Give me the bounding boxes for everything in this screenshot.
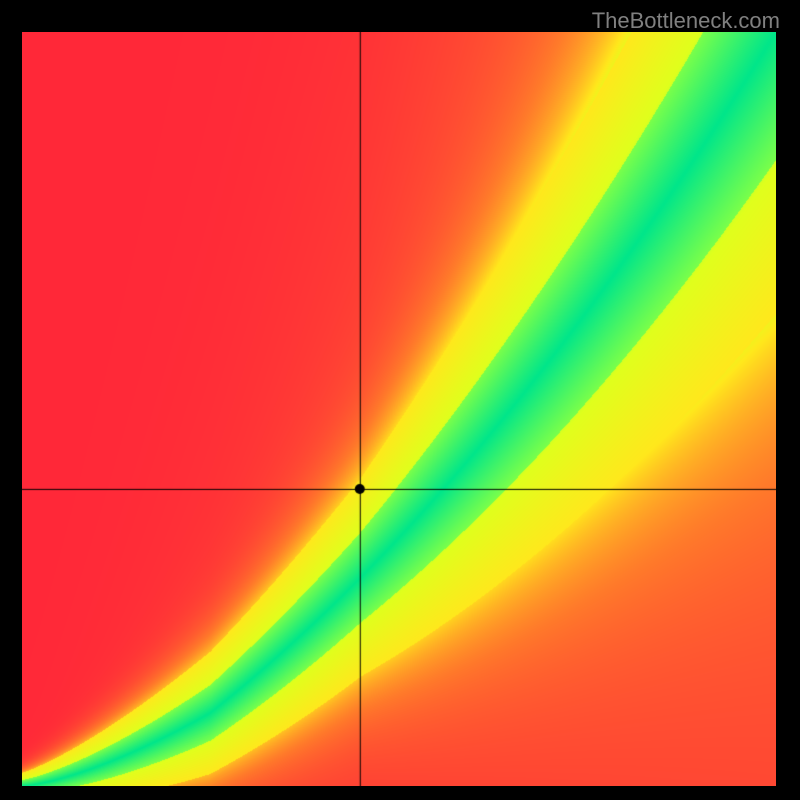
bottleneck-heatmap <box>22 32 776 786</box>
watermark-text: TheBottleneck.com <box>592 8 780 34</box>
